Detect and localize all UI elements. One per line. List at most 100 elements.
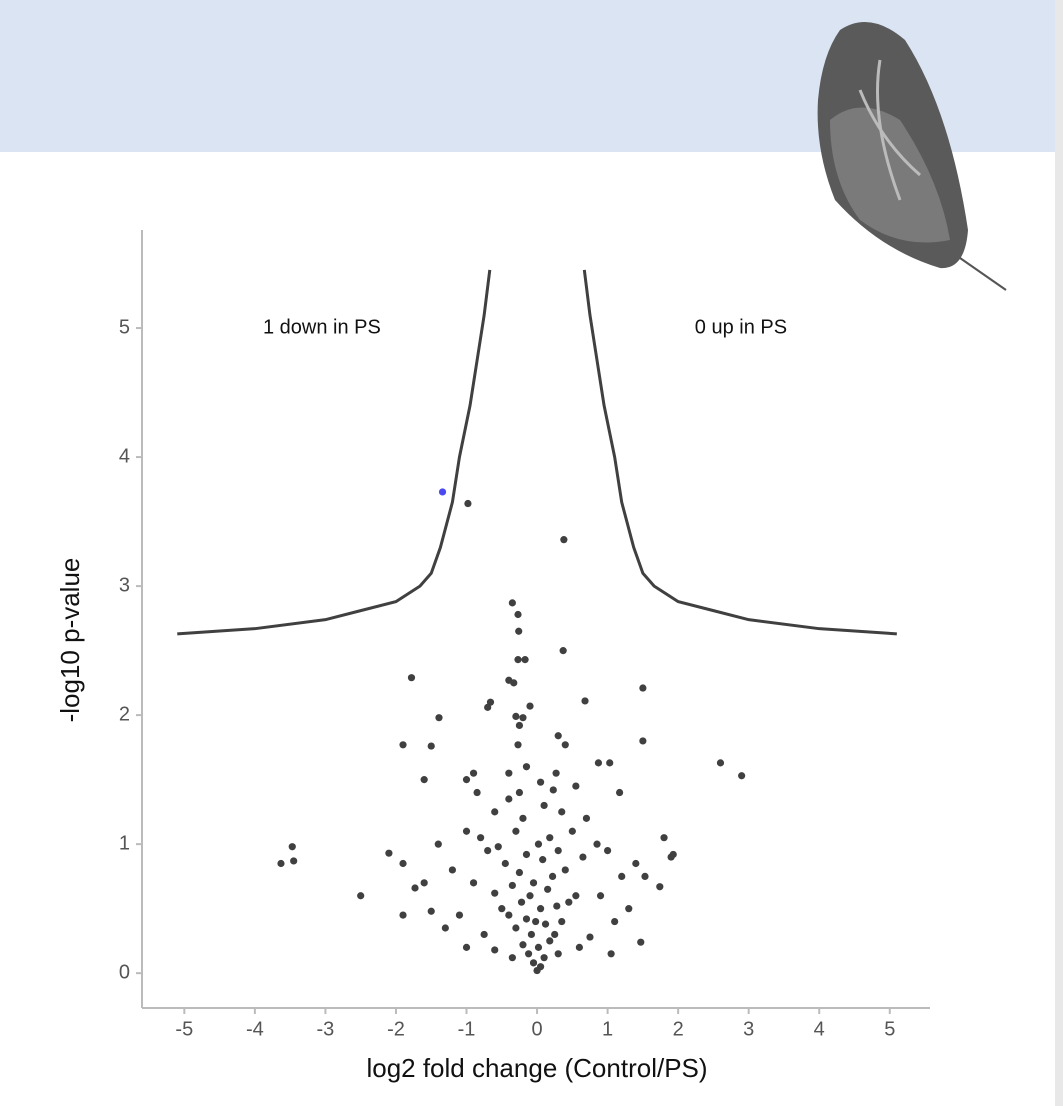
protein-point (579, 853, 587, 861)
protein-point (554, 846, 562, 855)
protein-point (572, 782, 580, 790)
protein-point (477, 834, 485, 842)
threshold-curve (582, 269, 897, 636)
protein-point (505, 911, 513, 919)
protein-point (596, 892, 605, 900)
protein-point (505, 769, 513, 777)
daphnia-image (817, 22, 1007, 291)
protein-point (593, 840, 601, 848)
protein-point (435, 714, 443, 722)
protein-point (522, 915, 531, 923)
protein-point (521, 656, 529, 664)
protein-point (514, 610, 522, 619)
protein-point (407, 674, 416, 682)
protein-point (611, 917, 619, 926)
protein-point (581, 697, 589, 705)
scrollbar-track (1055, 0, 1063, 1106)
x-tick-label: 4 (814, 1018, 825, 1040)
protein-point (615, 788, 624, 797)
protein-point (512, 924, 520, 932)
protein-point (669, 850, 677, 859)
protein-point (510, 679, 518, 687)
protein-point (455, 911, 464, 919)
protein-point (515, 868, 524, 877)
protein-point (385, 849, 393, 857)
protein-point (441, 924, 449, 932)
threshold-curve (177, 269, 492, 636)
protein-point (526, 702, 534, 710)
protein-point (524, 950, 533, 958)
protein-point (464, 499, 472, 508)
protein-point (546, 834, 554, 842)
protein-point (641, 872, 649, 880)
protein-point (544, 885, 552, 893)
protein-point (448, 866, 457, 874)
protein-point (541, 920, 550, 928)
protein-point (399, 859, 407, 868)
protein-point (540, 801, 548, 810)
protein-point (420, 879, 428, 887)
protein-point (501, 859, 509, 868)
protein-point (618, 872, 626, 880)
protein-point (639, 684, 647, 692)
protein-point (491, 946, 499, 954)
y-tick-label: 4 (119, 445, 130, 467)
protein-point (561, 866, 569, 874)
x-tick-label: 3 (743, 1018, 754, 1040)
x-tick-label: -3 (317, 1018, 335, 1040)
protein-point (508, 881, 516, 890)
protein-point (515, 788, 524, 797)
protein-point (508, 599, 516, 607)
protein-point (738, 772, 746, 780)
protein-point (582, 814, 591, 822)
protein-point (551, 930, 559, 939)
x-tick-label: -1 (458, 1018, 476, 1040)
plot: -log10 p-value log2 fold change (Control… (55, 230, 930, 1083)
protein-point (534, 943, 543, 951)
protein-point (565, 898, 573, 906)
y-tick-label: 5 (119, 316, 130, 338)
x-tick-label: 0 (531, 1018, 542, 1040)
protein-point (549, 786, 557, 794)
protein-point (716, 759, 725, 767)
protein-point (660, 834, 668, 842)
protein-point (639, 737, 647, 745)
protein-point (575, 943, 583, 951)
protein-point (536, 963, 545, 971)
protein-point (527, 930, 536, 939)
protein-point (519, 814, 527, 822)
x-tick-label: -5 (175, 1018, 193, 1040)
protein-point (536, 905, 545, 913)
annotation: 0 up in PS (695, 316, 787, 338)
protein-point (522, 850, 531, 859)
protein-point (411, 884, 419, 892)
protein-point (505, 795, 513, 803)
protein-point (420, 776, 428, 784)
protein-point (288, 843, 296, 851)
protein-point (552, 769, 560, 777)
protein-point (512, 827, 520, 835)
protein-point (554, 732, 562, 740)
protein-point (491, 808, 499, 816)
protein-point (548, 872, 557, 880)
protein-point (656, 883, 664, 891)
protein-point (539, 856, 547, 864)
protein-point (494, 843, 502, 851)
protein-point (625, 905, 633, 913)
protein-point (558, 917, 566, 926)
protein-point (438, 488, 447, 496)
protein-point (553, 902, 561, 910)
protein-point (484, 846, 492, 855)
protein-point (632, 859, 640, 868)
protein-point (559, 647, 567, 655)
protein-point (561, 741, 569, 749)
protein-point (637, 938, 645, 946)
protein-point (469, 769, 478, 777)
protein-point (594, 759, 603, 767)
x-tick-label: -4 (246, 1018, 264, 1040)
protein-point (508, 954, 516, 962)
protein-point (604, 846, 612, 855)
x-tick-label: -2 (387, 1018, 405, 1040)
protein-point (427, 742, 435, 750)
